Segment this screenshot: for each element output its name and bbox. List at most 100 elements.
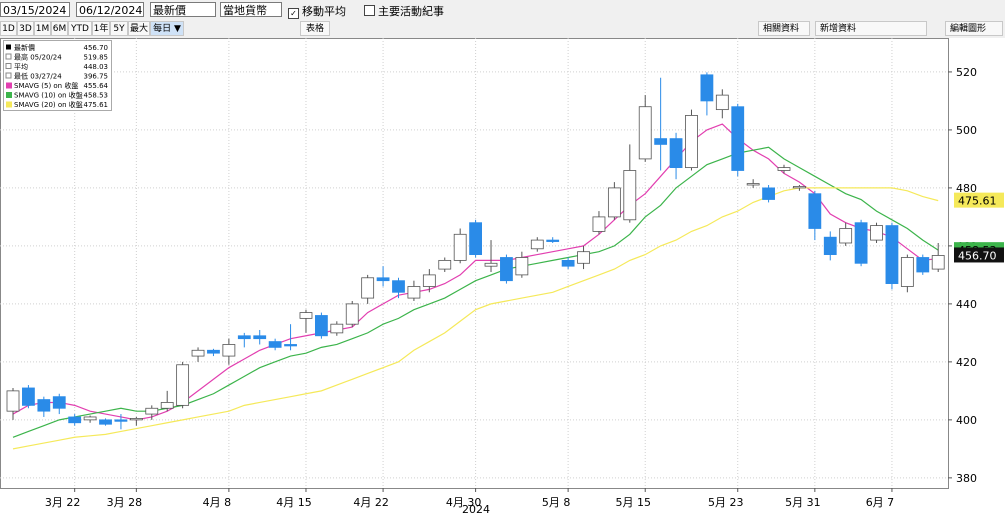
candle-body (392, 280, 405, 293)
field-select[interactable]: 最新價 (150, 2, 216, 17)
button-bar (0, 20, 1005, 38)
range-button[interactable]: 6M (51, 21, 68, 36)
candle-body (222, 344, 236, 357)
legend-value: 448.03 (84, 63, 109, 71)
events-label: 主要活動紀事 (378, 5, 444, 18)
candle-body (900, 257, 914, 287)
y-tick-label: 420 (956, 356, 977, 369)
candle-body (530, 239, 544, 250)
candle-body (453, 233, 467, 261)
candle-body (145, 407, 159, 415)
x-tick-label: 3月 28 (107, 496, 143, 509)
candle-body (715, 94, 729, 111)
candle-body (500, 257, 513, 282)
candle-body (376, 277, 390, 282)
legend-icon (5, 53, 12, 60)
x-tick-label: 4月 30 (446, 496, 482, 509)
candle-body (577, 251, 590, 264)
legend-swatch (6, 101, 12, 108)
candle-body (808, 193, 822, 229)
x-tick-label: 6月 7 (866, 496, 895, 509)
legend-icon (5, 72, 12, 79)
candle-body (99, 419, 112, 425)
candle-body (870, 225, 883, 241)
range-button[interactable]: 最大 (128, 21, 150, 36)
menu-button[interactable]: 相關資料 (758, 21, 810, 36)
menu-button[interactable]: 編輯圖形 (945, 21, 1003, 36)
candle-body (253, 335, 267, 340)
candle-body (299, 312, 313, 319)
candle-body (469, 222, 483, 255)
candle-body (6, 390, 20, 412)
x-tick-label: 5月 15 (615, 496, 651, 509)
legend-label: 最低 03/27/24 (14, 72, 62, 81)
x-axis-label: 2024 (462, 503, 490, 514)
range-button[interactable]: 表格 (300, 21, 330, 36)
range-button[interactable]: 1D (0, 21, 17, 36)
legend-label: 最新價 (14, 43, 35, 52)
x-tick-label: 4月 8 (203, 496, 232, 509)
candle-body (839, 228, 853, 244)
candle-body (268, 341, 282, 348)
candle-body (207, 349, 220, 354)
range-button[interactable]: 1M (34, 21, 51, 36)
candle-body (793, 186, 806, 189)
candle-body (484, 262, 498, 267)
moving-average-line (12, 123, 939, 421)
y-tick-label: 380 (956, 472, 977, 485)
candle-body (654, 138, 668, 145)
candle-body (885, 225, 899, 284)
candle-body (22, 387, 35, 406)
legend-label: SMAVG (10) on 收盤 (14, 91, 83, 100)
x-tick-label: 4月 22 (353, 496, 389, 509)
value-badge (954, 192, 1004, 208)
plot-area (0, 38, 949, 489)
candle-body (777, 167, 791, 171)
x-tick-label: 3月 22 (45, 496, 81, 509)
events-toggle[interactable]: 主要活動紀事 (364, 3, 444, 19)
legend-swatch (6, 92, 12, 98)
end-date[interactable]: 06/12/2024 (76, 2, 144, 17)
candle-body (438, 259, 452, 270)
currency-select[interactable]: 當地貨幣 (220, 2, 282, 17)
start-date[interactable]: 03/15/2024 (0, 2, 70, 17)
candle-body (731, 106, 745, 171)
candle-body (669, 138, 683, 169)
ma-toggle[interactable]: ✓ 移動平均 (288, 3, 346, 19)
candle-body (515, 257, 529, 276)
candle-body (237, 335, 251, 340)
candle-body (546, 239, 560, 242)
candle-body (638, 106, 652, 160)
candle-body (422, 274, 436, 287)
candle-body (561, 259, 575, 267)
x-tick-label: 5月 23 (708, 496, 744, 509)
legend-label: 最高 05/20/24 (14, 53, 62, 62)
candle-body (314, 315, 328, 337)
range-button[interactable]: 3D (17, 21, 34, 36)
range-button[interactable]: 5Y (110, 21, 128, 36)
candle-body (623, 170, 637, 221)
range-button[interactable]: 每日 ▼ (150, 21, 184, 36)
candle-body (916, 257, 930, 273)
legend-label: 平均 (14, 62, 28, 71)
legend-icon (5, 63, 12, 69)
x-tick-label: 5月 31 (785, 496, 821, 509)
candle-body (160, 402, 174, 409)
range-button[interactable]: 1年 (92, 21, 110, 36)
legend-value: 456.70 (84, 44, 109, 52)
candle-body (129, 418, 143, 421)
candle-body (854, 222, 868, 264)
candle-body (114, 419, 128, 422)
candle-body (361, 277, 375, 299)
candle-body (52, 396, 66, 409)
y-tick-label: 520 (956, 66, 977, 79)
candle-body (931, 255, 945, 270)
range-button[interactable]: YTD (68, 21, 92, 36)
legend-icon (6, 44, 11, 50)
candle-body (83, 416, 97, 421)
legend-swatch (6, 82, 12, 89)
menu-button[interactable]: 新增資料 (815, 21, 927, 36)
value-badge-label: 475.61 (958, 195, 997, 208)
